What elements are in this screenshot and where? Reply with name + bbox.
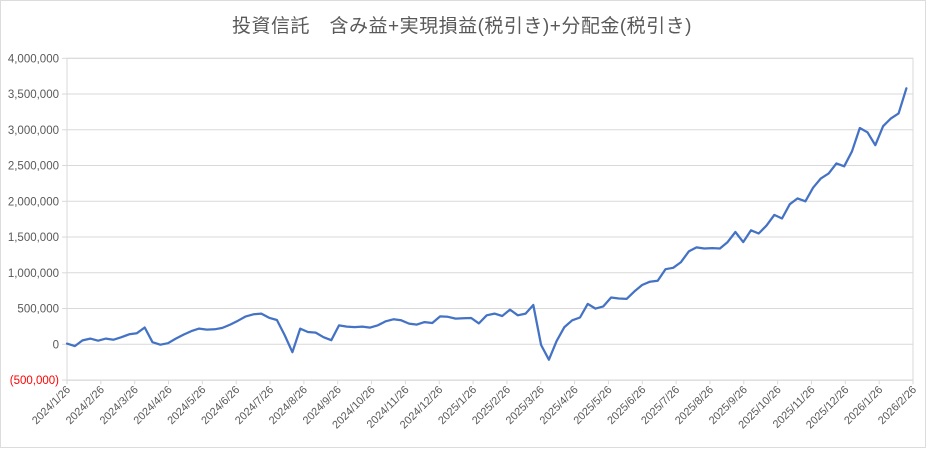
y-axis-tick-label: 1,000,000 <box>8 268 59 280</box>
y-axis-tick-label: (500,000) <box>10 375 59 387</box>
y-axis-tick-label: 3,000,000 <box>8 125 59 137</box>
y-axis-tick-label: 2,000,000 <box>8 196 59 208</box>
y-axis-tick-label: 500,000 <box>17 304 59 316</box>
chart-title: 投資信託 含み益+実現損益(税引き)+分配金(税引き) <box>231 16 692 37</box>
y-axis-tick-label: 4,000,000 <box>8 53 59 65</box>
y-axis-tick-label: 0 <box>53 339 59 351</box>
y-axis-tick-label: 1,500,000 <box>8 232 59 244</box>
y-axis-tick-label: 2,500,000 <box>8 161 59 173</box>
plot-area-border <box>66 57 914 381</box>
y-axis-tick-label: 3,500,000 <box>8 89 59 101</box>
data-series-line <box>65 87 908 361</box>
